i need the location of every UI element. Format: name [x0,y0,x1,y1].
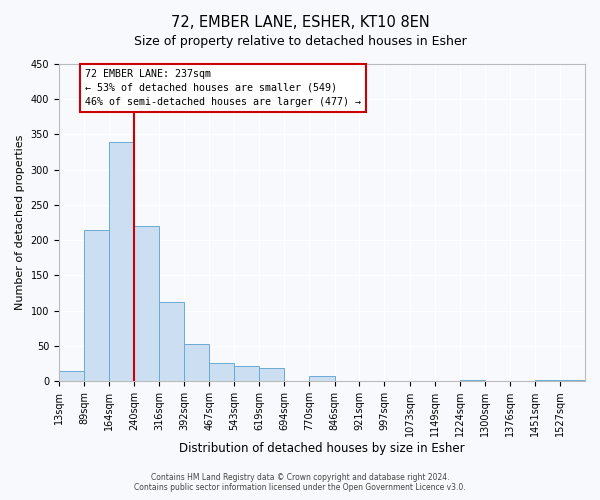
Text: Size of property relative to detached houses in Esher: Size of property relative to detached ho… [134,35,466,48]
Bar [209,364,234,381]
Bar [460,380,485,381]
Bar [535,380,560,381]
Bar [159,302,184,381]
Text: Contains HM Land Registry data © Crown copyright and database right 2024.
Contai: Contains HM Land Registry data © Crown c… [134,473,466,492]
Bar [184,344,209,381]
Bar [560,380,585,381]
Text: 72 EMBER LANE: 237sqm
← 53% of detached houses are smaller (549)
46% of semi-det: 72 EMBER LANE: 237sqm ← 53% of detached … [85,69,361,107]
Bar [84,230,109,381]
Bar [109,142,134,381]
X-axis label: Distribution of detached houses by size in Esher: Distribution of detached houses by size … [179,442,465,455]
Bar [259,368,284,381]
Text: 72, EMBER LANE, ESHER, KT10 8EN: 72, EMBER LANE, ESHER, KT10 8EN [170,15,430,30]
Bar [310,376,335,381]
Bar [234,366,259,381]
Bar [134,226,159,381]
Y-axis label: Number of detached properties: Number of detached properties [15,135,25,310]
Bar [59,370,84,381]
